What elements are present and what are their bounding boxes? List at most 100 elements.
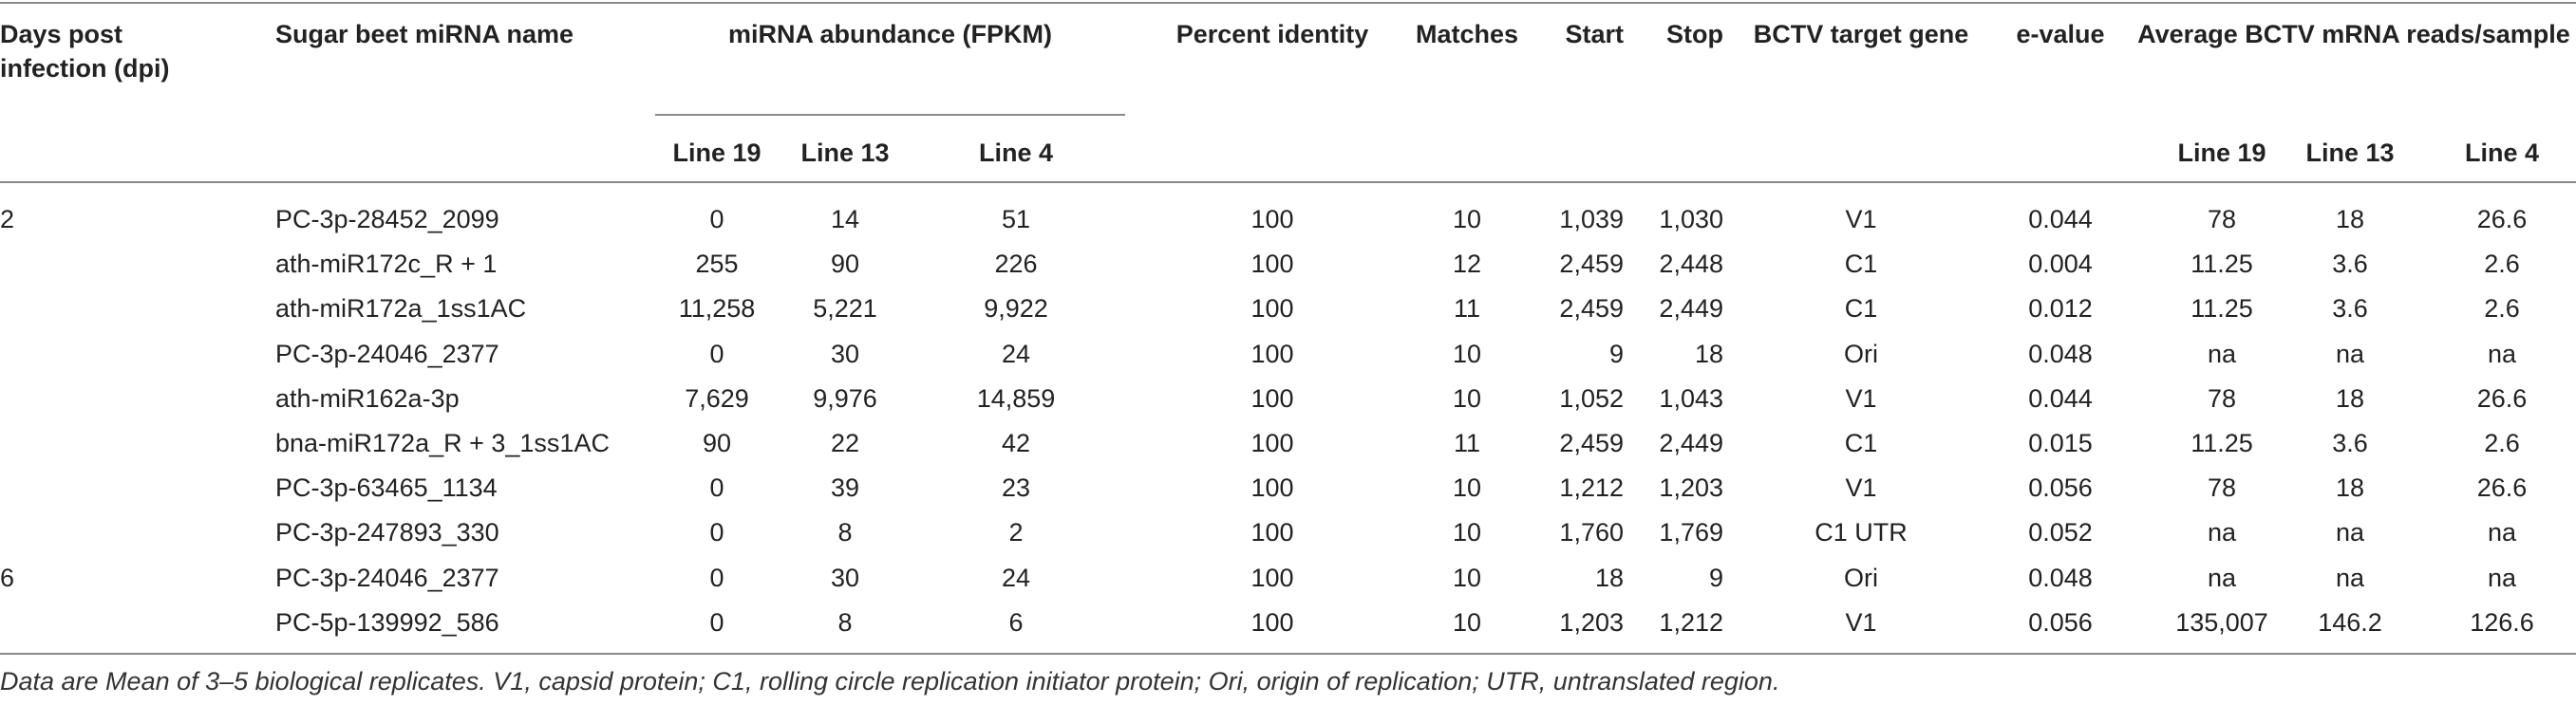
cell-matches: 10 xyxy=(1452,205,1482,233)
cell-mirna-name: ath-miR172a_1ss1AC xyxy=(275,294,527,324)
cell-abundance-line4: 2 xyxy=(1008,518,1024,547)
cell-start: 2,459 xyxy=(1559,429,1624,457)
cell-abundance-line4: 51 xyxy=(1001,205,1031,233)
cell-reads-line19: 11.25 xyxy=(2191,429,2253,457)
cell-abundance-line4: 23 xyxy=(1001,473,1031,503)
table-top-rule xyxy=(0,2,2576,4)
cell-mirna-name: bna-miR172a_R + 3_1ss1AC xyxy=(275,429,610,457)
header-reads-line13: Line 13 xyxy=(2305,139,2395,167)
cell-dpi: 6 xyxy=(0,563,15,592)
cell-target-gene: C1 UTR xyxy=(1814,518,1908,547)
header-stop: Stop xyxy=(1666,20,1723,48)
cell-stop: 1,043 xyxy=(1659,383,1723,413)
cell-stop: 2,448 xyxy=(1659,250,1723,279)
cell-abundance-line19: 255 xyxy=(695,250,739,279)
cell-start: 18 xyxy=(1594,563,1624,592)
cell-matches: 11 xyxy=(1453,294,1481,324)
cell-stop: 2,449 xyxy=(1659,294,1723,324)
cell-reads-line19: 78 xyxy=(2207,473,2237,503)
cell-reads-line4: 26.6 xyxy=(2476,473,2528,503)
cell-stop: 1,212 xyxy=(1659,607,1723,637)
cell-reads-line19: 78 xyxy=(2207,205,2237,233)
cell-mirna-name: PC-3p-63465_1134 xyxy=(275,473,498,503)
cell-reads-line19: 11.25 xyxy=(2191,250,2253,279)
header-abundance-line19: Line 19 xyxy=(672,139,762,167)
cell-abundance-line19: 0 xyxy=(709,607,724,637)
cell-evalue: 0.012 xyxy=(2028,294,2093,324)
cell-abundance-line4: 14,859 xyxy=(976,383,1056,413)
cell-evalue: 0.004 xyxy=(2028,250,2093,279)
cell-percent-identity: 100 xyxy=(1250,339,1294,368)
cell-abundance-line19: 90 xyxy=(702,429,732,457)
header-dpi: Days post infection (dpi) xyxy=(0,20,170,83)
cell-matches: 10 xyxy=(1452,563,1482,592)
cell-stop: 1,203 xyxy=(1659,473,1723,503)
cell-evalue: 0.056 xyxy=(2028,607,2093,637)
cell-start: 9 xyxy=(1608,339,1624,368)
cell-reads-line4: 2.6 xyxy=(2484,294,2520,324)
cell-abundance-line13: 8 xyxy=(837,607,853,637)
header-percent-identity: Percent identity xyxy=(1175,20,1369,48)
cell-abundance-line19: 0 xyxy=(709,518,724,547)
cell-matches: 10 xyxy=(1452,473,1482,503)
cell-start: 1,203 xyxy=(1559,607,1624,637)
table-bottom-rule xyxy=(0,653,2576,655)
cell-reads-line19: 11.25 xyxy=(2191,294,2253,324)
cell-abundance-line13: 14 xyxy=(830,205,860,233)
cell-abundance-line4: 24 xyxy=(1001,563,1031,592)
cell-percent-identity: 100 xyxy=(1250,383,1294,413)
abundance-subheader-rule xyxy=(655,114,1125,116)
cell-start: 1,052 xyxy=(1559,383,1624,413)
cell-start: 2,459 xyxy=(1559,250,1624,279)
cell-evalue: 0.044 xyxy=(2028,383,2093,413)
cell-reads-line4: na xyxy=(2487,563,2517,592)
cell-stop: 1,769 xyxy=(1659,518,1723,547)
header-mirna-name: Sugar beet miRNA name xyxy=(275,20,574,48)
cell-reads-line13: na xyxy=(2335,563,2365,592)
cell-abundance-line13: 30 xyxy=(830,339,860,368)
cell-abundance-line4: 6 xyxy=(1008,607,1024,637)
cell-percent-identity: 100 xyxy=(1250,473,1294,503)
cell-mirna-name: PC-3p-247893_330 xyxy=(275,518,499,547)
header-bottom-rule xyxy=(0,181,2576,183)
cell-dpi: 2 xyxy=(0,205,15,233)
cell-reads-line13: 18 xyxy=(2335,473,2365,503)
cell-abundance-line19: 0 xyxy=(709,563,724,592)
cell-abundance-line4: 42 xyxy=(1001,429,1031,457)
cell-reads-line4: 26.6 xyxy=(2476,383,2528,413)
cell-reads-line4: 26.6 xyxy=(2476,205,2528,233)
cell-target-gene: Ori xyxy=(1844,339,1878,368)
cell-reads-line19: 78 xyxy=(2207,383,2237,413)
cell-reads-line4: 126.6 xyxy=(2470,607,2534,637)
cell-abundance-line19: 11,258 xyxy=(678,294,756,324)
cell-target-gene: C1 xyxy=(1844,294,1878,324)
cell-start: 2,459 xyxy=(1559,294,1624,324)
cell-reads-line13: 18 xyxy=(2335,205,2365,233)
cell-reads-line4: na xyxy=(2487,339,2517,368)
cell-reads-line13: 3.6 xyxy=(2332,294,2368,324)
cell-abundance-line4: 226 xyxy=(994,250,1038,279)
cell-reads-line4: 2.6 xyxy=(2484,429,2520,457)
cell-percent-identity: 100 xyxy=(1250,563,1294,592)
cell-abundance-line13: 39 xyxy=(830,473,860,503)
cell-evalue: 0.048 xyxy=(2028,563,2093,592)
cell-matches: 10 xyxy=(1452,607,1482,637)
cell-evalue: 0.048 xyxy=(2028,339,2093,368)
cell-matches: 10 xyxy=(1452,383,1482,413)
cell-abundance-line19: 0 xyxy=(709,473,724,503)
cell-reads-line19: na xyxy=(2207,339,2237,368)
cell-reads-line4: na xyxy=(2487,518,2517,547)
cell-abundance-line19: 7,629 xyxy=(685,383,749,413)
header-abundance-line4: Line 4 xyxy=(978,139,1054,167)
cell-percent-identity: 100 xyxy=(1250,250,1294,279)
header-reads-line4: Line 4 xyxy=(2464,139,2540,167)
cell-mirna-name: PC-3p-28452_2099 xyxy=(275,205,499,233)
cell-target-gene: Ori xyxy=(1844,563,1878,592)
header-abundance-group: miRNA abundance (FPKM) xyxy=(727,20,1052,48)
cell-evalue: 0.052 xyxy=(2028,518,2093,547)
cell-target-gene: V1 xyxy=(1845,383,1877,413)
cell-target-gene: C1 xyxy=(1844,429,1878,457)
cell-stop: 1,030 xyxy=(1659,205,1723,233)
cell-abundance-line13: 9,976 xyxy=(813,383,877,413)
cell-percent-identity: 100 xyxy=(1250,294,1294,324)
